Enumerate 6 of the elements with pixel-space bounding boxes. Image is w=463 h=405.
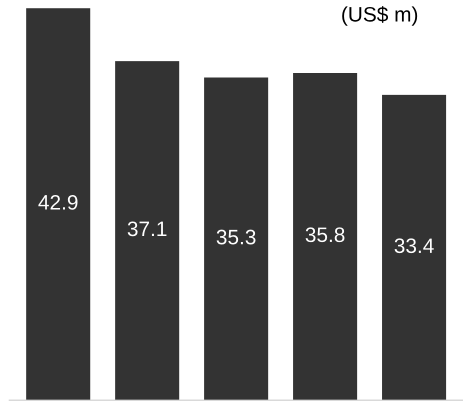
data-label: 35.8 — [306, 227, 344, 242]
data-label: 35.3 — [216, 230, 256, 244]
data-label: 37.1 — [128, 221, 166, 236]
chart-title: (US$ m) — [342, 6, 418, 26]
data-label: 42.9 — [38, 194, 78, 210]
data-label: 33.4 — [394, 238, 434, 254]
